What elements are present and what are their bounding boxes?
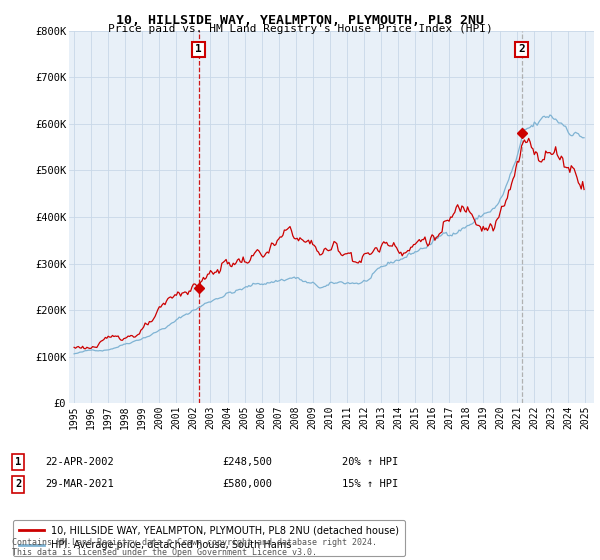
Text: 20% ↑ HPI: 20% ↑ HPI <box>342 457 398 467</box>
Text: 15% ↑ HPI: 15% ↑ HPI <box>342 479 398 489</box>
Text: 2: 2 <box>15 479 21 489</box>
Text: £580,000: £580,000 <box>222 479 272 489</box>
Legend: 10, HILLSIDE WAY, YEALMPTON, PLYMOUTH, PL8 2NU (detached house), HPI: Average pr: 10, HILLSIDE WAY, YEALMPTON, PLYMOUTH, P… <box>13 520 405 556</box>
Text: 10, HILLSIDE WAY, YEALMPTON, PLYMOUTH, PL8 2NU: 10, HILLSIDE WAY, YEALMPTON, PLYMOUTH, P… <box>116 14 484 27</box>
Text: £248,500: £248,500 <box>222 457 272 467</box>
Text: 1: 1 <box>195 44 202 54</box>
Text: Price paid vs. HM Land Registry's House Price Index (HPI): Price paid vs. HM Land Registry's House … <box>107 24 493 34</box>
Text: 29-MAR-2021: 29-MAR-2021 <box>45 479 114 489</box>
Text: 2: 2 <box>518 44 525 54</box>
Text: Contains HM Land Registry data © Crown copyright and database right 2024.
This d: Contains HM Land Registry data © Crown c… <box>12 538 377 557</box>
Text: 22-APR-2002: 22-APR-2002 <box>45 457 114 467</box>
Text: 1: 1 <box>15 457 21 467</box>
